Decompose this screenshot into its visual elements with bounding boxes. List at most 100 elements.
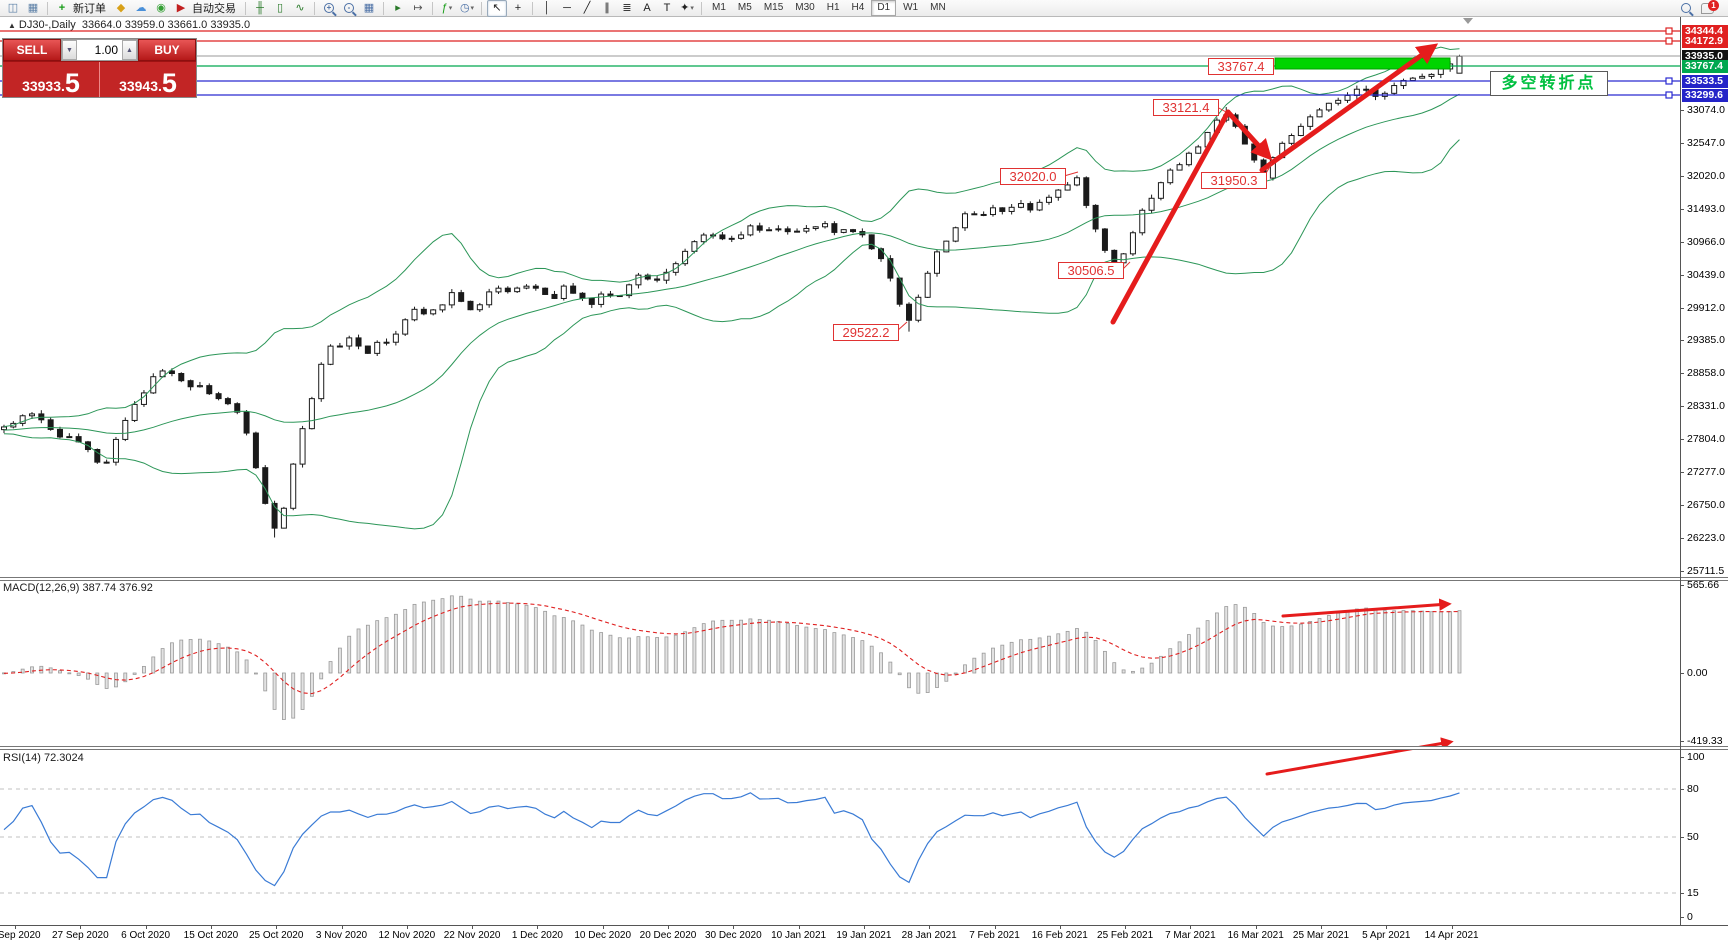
sell-button[interactable]: SELL (3, 39, 61, 61)
dropdown-arrow-icon: ▾ (690, 4, 694, 12)
price-tag: 33935.0 (1682, 49, 1728, 63)
search-icon[interactable] (1681, 3, 1691, 13)
volume-increase-button[interactable]: ▲ (122, 40, 137, 60)
time-axis-label: 6 Oct 2020 (121, 930, 171, 941)
notifications-icon[interactable]: 1 (1701, 0, 1719, 14)
line-chart-icon[interactable]: ∿ (295, 1, 305, 14)
fibonacci-icon[interactable]: ≣ (622, 1, 632, 14)
new-order-label: 新订单 (73, 3, 106, 15)
volume-input[interactable]: 1.00 (77, 40, 122, 60)
sell-price-display[interactable]: 33933. 5 (3, 62, 100, 97)
text-icon[interactable]: A (643, 1, 651, 14)
time-axis-tick-mark (733, 925, 735, 929)
rsi-axis-tick-label: 80 (1687, 783, 1699, 795)
shapes-icon[interactable]: ✦ ▾ (680, 1, 694, 14)
new-order-icon[interactable]: + (58, 1, 66, 14)
timeframe-d1[interactable]: D1 (871, 0, 897, 16)
chart-profile-icon[interactable]: ▦ (27, 1, 39, 14)
time-axis-tick-mark (929, 925, 931, 929)
time-axis-label: 7 Sep 2020 (0, 930, 41, 941)
rsi-label: RSI(14) 72.3024 (3, 752, 84, 764)
price-axis-tick-mark (1680, 110, 1684, 111)
price-annotation-label: 31950.3 (1201, 171, 1267, 189)
sell-price-pip: 5 (64, 68, 80, 98)
label-icon[interactable]: T (663, 1, 671, 14)
price-tag: 34172.9 (1682, 34, 1728, 48)
macd-rsi-separator[interactable] (0, 746, 1728, 750)
toolbar-separator (481, 1, 482, 15)
toolbar-separator (532, 1, 533, 15)
time-axis-label: 30 Dec 2020 (704, 930, 762, 941)
timeframe-m1[interactable]: M1 (712, 2, 726, 13)
price-tag: 34344.4 (1682, 24, 1728, 38)
add-indicator-icon[interactable]: ƒ ▾ (441, 1, 453, 14)
time-axis-tick-mark (1255, 925, 1257, 929)
toolbar-separator (383, 1, 384, 15)
cursor-icon[interactable]: ↖ (487, 0, 507, 17)
toolbar-separator (432, 1, 433, 15)
rsi-axis-tick-mark (1680, 837, 1684, 838)
cloud-icon[interactable]: ☁ (135, 1, 147, 14)
horizontal-line-icon[interactable]: ─ (563, 1, 571, 14)
time-axis-label: 10 Dec 2020 (574, 930, 632, 941)
auto-scroll-icon[interactable]: ▸ (395, 1, 401, 14)
time-axis-tick-mark (1386, 925, 1388, 929)
time-axis-tick-mark (145, 925, 147, 929)
time-axis-tick-mark (668, 925, 669, 929)
period-selector-icon[interactable]: ◷ ▾ (459, 1, 475, 14)
zoom-out-icon[interactable]: - (340, 1, 358, 16)
timeframe-m15[interactable]: M15 (763, 2, 784, 13)
timeframe-h1[interactable]: H1 (826, 2, 840, 13)
trendline-icon[interactable]: ╱ (583, 1, 591, 14)
time-axis-tick-mark (15, 925, 16, 929)
timeframe-m30[interactable]: M30 (795, 2, 815, 13)
charts-window-icon[interactable]: ◫ (7, 1, 19, 14)
time-axis-tick-mark (1059, 925, 1061, 929)
price-axis-tick-mark (1680, 242, 1684, 243)
price-axis-tick-label: 31493.0 (1687, 203, 1725, 215)
buy-button[interactable]: BUY (138, 39, 196, 61)
volume-decrease-button[interactable]: ▼ (62, 40, 77, 60)
history-center-icon[interactable]: ◆ (116, 1, 126, 14)
signals-icon[interactable]: ◉ (156, 1, 166, 14)
candle-chart-icon[interactable]: ▯ (276, 1, 284, 14)
crosshair-icon[interactable]: + (514, 1, 522, 14)
chart-shift-icon[interactable]: ↦ (413, 1, 423, 14)
time-axis-label: 1 Dec 2020 (511, 930, 563, 941)
price-axis-tick-mark (1680, 439, 1684, 440)
time-axis-label: 19 Jan 2021 (836, 930, 892, 941)
zoom-in-icon[interactable]: + (320, 1, 338, 16)
toolbar-buttons: ◫ ▦ + 新订单 ◆ ☁ ◉ ▶ 自动交易 ╫ ▯ ∿ + - ▦ ▸ ↦ ƒ ▾ ◷ ▾ ↖ + │ ─ ╱ ∥ ≣ A T ✦ ▾ M1 M… (3, 0, 952, 17)
time-axis-tick-mark (994, 925, 996, 929)
price-axis-tick-mark (1680, 406, 1684, 407)
autotrading-icon[interactable]: ▶ (176, 1, 186, 14)
channel-icon[interactable]: ∥ (604, 1, 610, 14)
volume-stepper: ▼ 1.00 ▲ (61, 39, 138, 61)
time-axis-label: 22 Nov 2020 (443, 930, 501, 941)
timeframe-m5[interactable]: M5 (737, 2, 752, 13)
rsi-axis-tick-label: 15 (1687, 887, 1699, 899)
price-axis-tick-label: 29385.0 (1687, 334, 1725, 346)
macd-axis-tick-label: -419.33 (1687, 735, 1723, 747)
main-macd-separator[interactable] (0, 577, 1728, 581)
bar-chart-icon[interactable]: ╫ (256, 1, 264, 14)
timeframe-mn[interactable]: MN (930, 2, 946, 13)
macd-axis-tick-mark (1680, 585, 1684, 586)
time-axis-tick-mark (798, 925, 800, 929)
vertical-line-icon[interactable]: │ (543, 1, 551, 14)
price-tag: 33767.4 (1682, 59, 1728, 73)
price-axis-tick-mark (1680, 340, 1684, 341)
price-axis-tick-mark (1680, 176, 1684, 177)
timeframe-w1[interactable]: W1 (903, 2, 919, 13)
buy-price-display[interactable]: 33943. 5 (100, 62, 196, 97)
timeframe-h4[interactable]: H4 (851, 2, 865, 13)
price-axis-tick-mark (1680, 275, 1684, 276)
price-axis[interactable] (1680, 17, 1681, 925)
time-axis-tick-mark (472, 925, 474, 929)
time-axis-label: 20 Dec 2020 (639, 930, 697, 941)
time-axis-tick-mark (537, 925, 539, 929)
tile-windows-icon[interactable]: ▦ (363, 1, 375, 14)
macd-label: MACD(12,26,9) 387.74 376.92 (3, 582, 153, 594)
macd-axis-tick-label: 0.00 (1687, 667, 1708, 679)
